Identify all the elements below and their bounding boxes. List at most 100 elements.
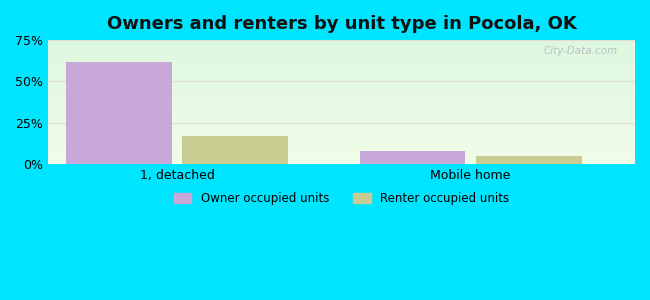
Bar xyxy=(48,158,635,159)
Bar xyxy=(48,153,635,154)
Bar xyxy=(48,161,635,163)
Bar xyxy=(48,149,635,150)
Bar xyxy=(48,104,635,106)
Bar xyxy=(48,75,635,76)
Bar xyxy=(48,83,635,85)
Bar xyxy=(48,144,635,145)
Bar xyxy=(48,77,635,79)
Bar xyxy=(48,152,635,153)
Bar xyxy=(182,136,288,164)
Bar xyxy=(48,67,635,69)
Bar xyxy=(48,119,635,121)
Bar xyxy=(48,128,635,129)
Bar xyxy=(48,113,635,114)
Bar xyxy=(48,40,635,41)
Bar xyxy=(48,135,635,137)
Bar xyxy=(48,143,635,144)
Bar xyxy=(48,108,635,110)
Bar xyxy=(48,45,635,46)
Bar xyxy=(48,96,635,97)
Bar xyxy=(48,76,635,77)
Bar xyxy=(48,57,635,59)
Bar xyxy=(48,124,635,125)
Bar xyxy=(48,107,635,108)
Bar xyxy=(48,91,635,92)
Bar xyxy=(48,112,635,113)
Bar xyxy=(48,134,635,135)
Bar xyxy=(48,101,635,102)
Bar xyxy=(48,54,635,55)
Bar xyxy=(48,139,635,140)
Bar xyxy=(48,125,635,127)
Bar xyxy=(48,163,635,164)
Bar xyxy=(48,102,635,103)
Bar xyxy=(48,157,635,158)
Bar xyxy=(48,122,635,123)
Bar xyxy=(48,59,635,60)
Bar xyxy=(66,61,172,164)
Bar xyxy=(48,90,635,91)
Bar xyxy=(48,46,635,47)
Legend: Owner occupied units, Renter occupied units: Owner occupied units, Renter occupied un… xyxy=(169,188,514,210)
Bar xyxy=(48,81,635,82)
Bar xyxy=(48,51,635,52)
Bar xyxy=(48,66,635,67)
Bar xyxy=(48,142,635,143)
Bar xyxy=(48,43,635,44)
Bar xyxy=(48,100,635,101)
Bar xyxy=(48,93,635,94)
Bar xyxy=(476,156,582,164)
Bar xyxy=(48,127,635,128)
Bar xyxy=(48,49,635,50)
Bar xyxy=(48,155,635,157)
Bar xyxy=(48,129,635,130)
Bar xyxy=(48,133,635,134)
Bar xyxy=(48,55,635,56)
Bar xyxy=(48,79,635,80)
Bar xyxy=(48,121,635,122)
Bar xyxy=(48,56,635,57)
Bar xyxy=(48,69,635,70)
Bar xyxy=(48,60,635,61)
Bar xyxy=(48,80,635,81)
Bar xyxy=(48,65,635,66)
Bar xyxy=(48,159,635,160)
Bar xyxy=(48,62,635,64)
Bar xyxy=(48,41,635,43)
Bar xyxy=(48,138,635,139)
Bar xyxy=(48,123,635,124)
Bar xyxy=(48,47,635,49)
Bar xyxy=(48,116,635,117)
Bar xyxy=(48,85,635,86)
Text: City-Data.com: City-Data.com xyxy=(543,46,618,56)
Bar xyxy=(48,70,635,71)
Bar xyxy=(48,147,635,148)
Title: Owners and renters by unit type in Pocola, OK: Owners and renters by unit type in Pocol… xyxy=(107,15,577,33)
Bar xyxy=(48,137,635,138)
Bar xyxy=(48,71,635,72)
Bar xyxy=(48,148,635,149)
Bar xyxy=(48,94,635,96)
Bar xyxy=(48,110,635,111)
Bar xyxy=(48,111,635,112)
Bar xyxy=(48,87,635,88)
Bar xyxy=(359,151,465,164)
Bar xyxy=(48,103,635,104)
Bar xyxy=(48,50,635,51)
Bar xyxy=(48,145,635,147)
Bar xyxy=(48,97,635,98)
Bar xyxy=(48,130,635,132)
Bar xyxy=(48,74,635,75)
Bar xyxy=(48,114,635,116)
Bar xyxy=(48,154,635,155)
Bar xyxy=(48,88,635,90)
Bar xyxy=(48,64,635,65)
Bar xyxy=(48,86,635,87)
Bar xyxy=(48,140,635,142)
Bar xyxy=(48,118,635,119)
Bar xyxy=(48,82,635,83)
Bar xyxy=(48,92,635,93)
Bar xyxy=(48,150,635,152)
Bar xyxy=(48,132,635,133)
Bar xyxy=(48,106,635,107)
